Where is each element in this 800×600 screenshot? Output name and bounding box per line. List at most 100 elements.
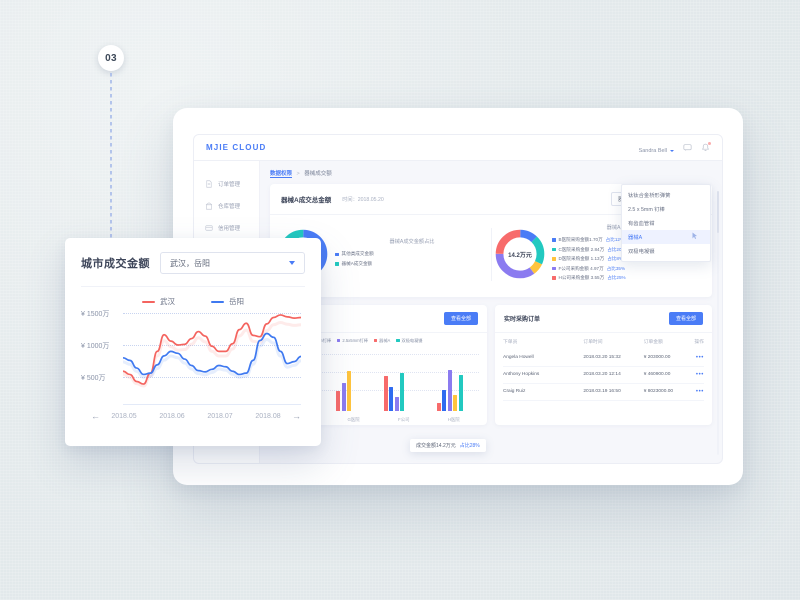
order-time: 2018.03.19 16:50 [583, 389, 621, 394]
view-all-button[interactable]: 查看全部 [668, 311, 703, 325]
dropdown-option-selected[interactable]: 器械A [622, 230, 710, 244]
order-time: 2018.03.20 12:14 [583, 372, 621, 377]
bar[interactable] [442, 389, 447, 411]
bar[interactable] [453, 394, 458, 411]
bar[interactable] [400, 373, 405, 411]
column-header: 订单时间 [583, 339, 603, 345]
legend-item[interactable]: 武汉 [142, 296, 175, 307]
city-amount-card: 城市成交金额 武汉，岳阳 武汉 岳阳 ¥ 1500万 ¥ 1000万 ¥ 500… [65, 238, 321, 446]
device-select-dropdown: 钛钛合金桥形弹簧 2.5 x 5mm 钉棒 有齿血管钳 器械A 双极电凝镊 [621, 184, 711, 262]
breadcrumb-separator: > [296, 171, 300, 177]
legend-swatch [552, 238, 556, 242]
notification-badge [708, 142, 711, 145]
sidebar-item-label: 信用管理 [218, 226, 241, 232]
dropdown-option[interactable]: 钛钛合金桥形弹簧 [628, 193, 671, 199]
legend-label: 2.5x5mm钉棒 [342, 337, 368, 343]
sidebar-item-warehouse[interactable]: 仓库管理 [194, 195, 259, 217]
bar[interactable] [458, 375, 463, 411]
sidebar-item-credit[interactable]: 信用管理 [194, 217, 259, 239]
legend-label: 双极电凝镊 [401, 337, 423, 343]
legend-swatch [335, 262, 339, 266]
legend-label: 器械A [379, 337, 391, 343]
order-amount: ¥ 460900.00 [643, 372, 671, 377]
user-name: Sandra Bell [638, 147, 667, 154]
dropdown-option[interactable]: 2.5 x 5mm 钉棒 [628, 207, 665, 213]
bar[interactable] [389, 387, 394, 411]
marker-dotted-line [110, 73, 112, 293]
legend-swatch [552, 276, 556, 280]
next-period-button[interactable]: → [292, 411, 301, 421]
legend-swatch [552, 247, 556, 252]
legend-swatch [552, 257, 556, 261]
step-marker: 03 [98, 45, 124, 293]
legend-item: H公司采购金额 3.55万 占比25% [552, 275, 706, 281]
orders-table: 下单员 订单时间 订单金额 操作 Angela Howell 2018.03.2… [495, 333, 712, 425]
legend-item: B医院采购金额1.70万 占比12% [552, 237, 706, 243]
bar[interactable] [383, 376, 388, 411]
message-icon[interactable] [683, 143, 692, 152]
donut-legend-share: 器械A成交金额占比 其他类成交金额 器械A成交金额 [335, 238, 489, 270]
breadcrumb-root[interactable]: 数据权限 [270, 171, 293, 178]
bar[interactable] [341, 383, 346, 411]
donut-title: 器械A成交金额占比 [389, 239, 435, 246]
line-chart-legend: 武汉 岳阳 [81, 287, 305, 311]
bar[interactable] [347, 370, 352, 411]
row-actions-icon[interactable]: ••• [695, 388, 704, 395]
order-amount: ¥ 203000.00 [643, 355, 671, 360]
line-chart-svg [123, 314, 301, 388]
card-icon [205, 224, 213, 232]
bar[interactable] [436, 403, 441, 411]
prev-period-button[interactable]: ← [91, 411, 100, 421]
row-actions-icon[interactable]: ••• [695, 354, 704, 361]
legend-label: 其他类成交金额 [341, 251, 374, 257]
table-row[interactable]: Craig Ruiz 2018.03.19 16:50 ¥ 8023000.00… [503, 384, 704, 401]
bar[interactable] [447, 369, 452, 411]
view-all-button[interactable]: 查看全部 [443, 311, 478, 325]
table-row[interactable]: Anthony Hopkins 2018.03.20 12:14 ¥ 46090… [503, 367, 704, 384]
legend-item: 器械A [373, 337, 391, 344]
x-tick-label: G医院 [347, 416, 360, 422]
legend-item: F公司采购金额 4.97万 占比35% [552, 266, 706, 272]
bell-icon[interactable] [701, 142, 711, 152]
legend-item: D医院采购金额 1.13万 占比8% [552, 256, 706, 262]
legend-label: 武汉 [160, 297, 175, 306]
bar-group [383, 348, 405, 411]
breadcrumb: 数据权限 > 器械成交额 [270, 169, 712, 178]
bar[interactable] [394, 396, 399, 411]
legend-percent: 占比20% [607, 246, 626, 252]
y-axis-label: ¥ 1000万 [81, 343, 110, 350]
legend-item: 2.5x5mm钉棒 [337, 338, 368, 344]
document-icon [205, 180, 213, 188]
sidebar-item-label: 订单管理 [218, 182, 241, 188]
sidebar-item-orders[interactable]: 订单管理 [194, 173, 259, 195]
card-title: 实时采购订单 [504, 316, 541, 323]
column-header: 下单员 [503, 339, 518, 345]
legend-label: 岳阳 [229, 297, 244, 306]
page-title: 器械A成交总金额 [281, 197, 332, 204]
bottom-row: 器械种类 查看全部 器械B 2.5x5mm钉棒 2.5x5mm钉棒 器械A 双极… [270, 191, 719, 455]
chevron-down-icon [289, 261, 295, 265]
legend-percent: 占比35% [606, 265, 626, 271]
user-menu[interactable]: Sandra Bell [639, 139, 674, 157]
dropdown-option[interactable]: 双极电凝镊 [628, 249, 655, 255]
city-select[interactable]: 武汉，岳阳 [160, 252, 305, 274]
orders-card: 实时采购订单 查看全部 下单员 订单时间 订单金额 操作 Angela [495, 191, 719, 455]
tooltip-highlight: 占比28% [459, 443, 480, 449]
order-name: Anthony Hopkins [503, 372, 540, 377]
tooltip-text: 成交金额14.2万元 [416, 443, 456, 449]
dropdown-option[interactable]: 有齿血管钳 [628, 221, 655, 227]
order-time: 2018.03.20 15:32 [583, 355, 621, 360]
table-row[interactable]: Angela Howell 2018.03.20 15:32 ¥ 203000.… [503, 350, 704, 367]
legend-label: D医院采购金额 1.13万 [558, 256, 605, 261]
topbar-actions: Sandra Bell [639, 139, 711, 157]
legend-item: C医院采购金额 2.84万 占比20% [552, 247, 706, 253]
legend-swatch [335, 252, 339, 256]
legend-item: 器械A成交金额 [335, 261, 489, 267]
bar[interactable] [336, 390, 341, 411]
legend-item[interactable]: 岳阳 [211, 296, 244, 307]
legend-swatch [373, 338, 378, 343]
app-logo: MJIE CLOUD [206, 143, 267, 152]
row-actions-icon[interactable]: ••• [695, 371, 704, 378]
card-header: 实时采购订单 查看全部 [495, 305, 712, 333]
x-axis-labels: 2018.05 2018.06 2018.07 2018.08 [100, 413, 292, 420]
